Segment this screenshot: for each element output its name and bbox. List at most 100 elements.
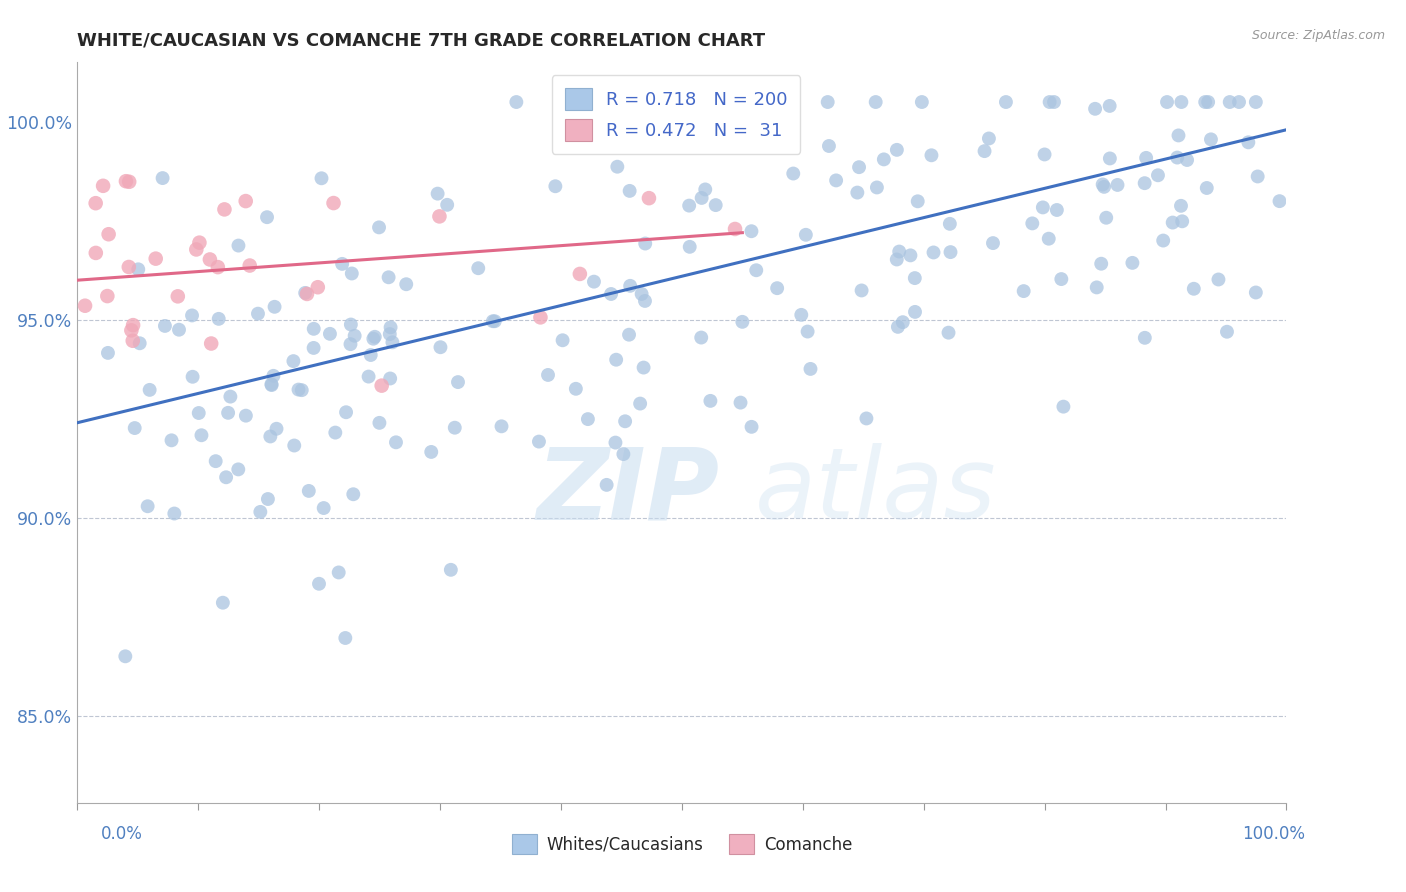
Point <box>96 289 118 303</box>
Point <box>340 318 363 332</box>
Point <box>1012 284 1035 298</box>
Point <box>343 328 366 343</box>
Point <box>259 429 281 443</box>
Point <box>907 194 929 209</box>
Point <box>612 447 634 461</box>
Point <box>256 210 278 224</box>
Point <box>920 148 942 162</box>
Point <box>1092 179 1115 194</box>
Point <box>73 299 96 313</box>
Point <box>467 261 489 276</box>
Point <box>537 368 560 382</box>
Text: WHITE/CAUCASIAN VS COMANCHE 7TH GRADE CORRELATION CHART: WHITE/CAUCASIAN VS COMANCHE 7TH GRADE CO… <box>77 31 765 49</box>
Point <box>395 277 418 292</box>
Point <box>1170 95 1192 109</box>
Point <box>364 330 387 344</box>
Point <box>977 131 1000 145</box>
Point <box>1043 95 1066 109</box>
Point <box>889 244 911 259</box>
Point <box>1050 272 1073 286</box>
Point <box>380 320 402 334</box>
Point <box>322 196 344 211</box>
Point <box>634 293 657 308</box>
Point <box>198 252 221 267</box>
Point <box>302 322 325 336</box>
Point <box>257 491 280 506</box>
Point <box>851 284 873 298</box>
Point <box>163 507 186 521</box>
Point <box>239 259 262 273</box>
Point <box>690 191 713 205</box>
Point <box>1197 95 1219 109</box>
Point <box>745 263 768 277</box>
Point <box>145 252 167 266</box>
Legend: Whites/Caucasians, Comanche: Whites/Caucasians, Comanche <box>505 828 859 861</box>
Point <box>1166 151 1188 165</box>
Point <box>600 287 623 301</box>
Point <box>695 182 717 196</box>
Point <box>699 393 721 408</box>
Point <box>848 160 870 174</box>
Point <box>200 336 222 351</box>
Point <box>1038 232 1060 246</box>
Point <box>167 323 190 337</box>
Point <box>377 270 399 285</box>
Point <box>790 308 813 322</box>
Point <box>357 369 380 384</box>
Point <box>124 421 146 435</box>
Point <box>291 383 314 397</box>
Point <box>115 174 138 188</box>
Point <box>690 330 713 344</box>
Point <box>886 252 908 267</box>
Point <box>505 95 527 109</box>
Text: Source: ZipAtlas.com: Source: ZipAtlas.com <box>1251 29 1385 42</box>
Point <box>628 396 651 410</box>
Point <box>235 409 257 423</box>
Point <box>855 411 877 425</box>
Point <box>380 371 402 385</box>
Point <box>1052 400 1074 414</box>
Point <box>447 375 470 389</box>
Point <box>381 335 404 350</box>
Point <box>1135 151 1157 165</box>
Point <box>302 341 325 355</box>
Point <box>294 285 316 300</box>
Point <box>619 278 641 293</box>
Point <box>339 337 361 351</box>
Point <box>246 307 269 321</box>
Point <box>1170 199 1192 213</box>
Text: atlas: atlas <box>755 443 995 541</box>
Point <box>249 505 271 519</box>
Point <box>118 175 141 189</box>
Point <box>127 262 149 277</box>
Point <box>1247 169 1270 184</box>
Point <box>605 435 627 450</box>
Point <box>887 319 910 334</box>
Point <box>188 235 211 250</box>
Point <box>484 314 506 328</box>
Point <box>136 500 159 514</box>
Point <box>287 383 309 397</box>
Point <box>1039 95 1062 109</box>
Point <box>91 178 114 193</box>
Point <box>443 420 465 434</box>
Point <box>1090 257 1112 271</box>
Point <box>1046 202 1069 217</box>
Point <box>186 243 208 257</box>
Point <box>1171 214 1194 228</box>
Point <box>84 196 107 211</box>
Point <box>886 143 908 157</box>
Point <box>1084 102 1107 116</box>
Point <box>121 334 143 348</box>
Point <box>295 287 318 301</box>
Point <box>330 257 353 271</box>
Point <box>260 378 283 392</box>
Point <box>122 318 145 333</box>
Point <box>311 171 333 186</box>
Point <box>128 336 150 351</box>
Point <box>1133 176 1156 190</box>
Point <box>825 173 848 187</box>
Point <box>724 222 747 236</box>
Point <box>817 95 839 109</box>
Point <box>370 378 392 392</box>
